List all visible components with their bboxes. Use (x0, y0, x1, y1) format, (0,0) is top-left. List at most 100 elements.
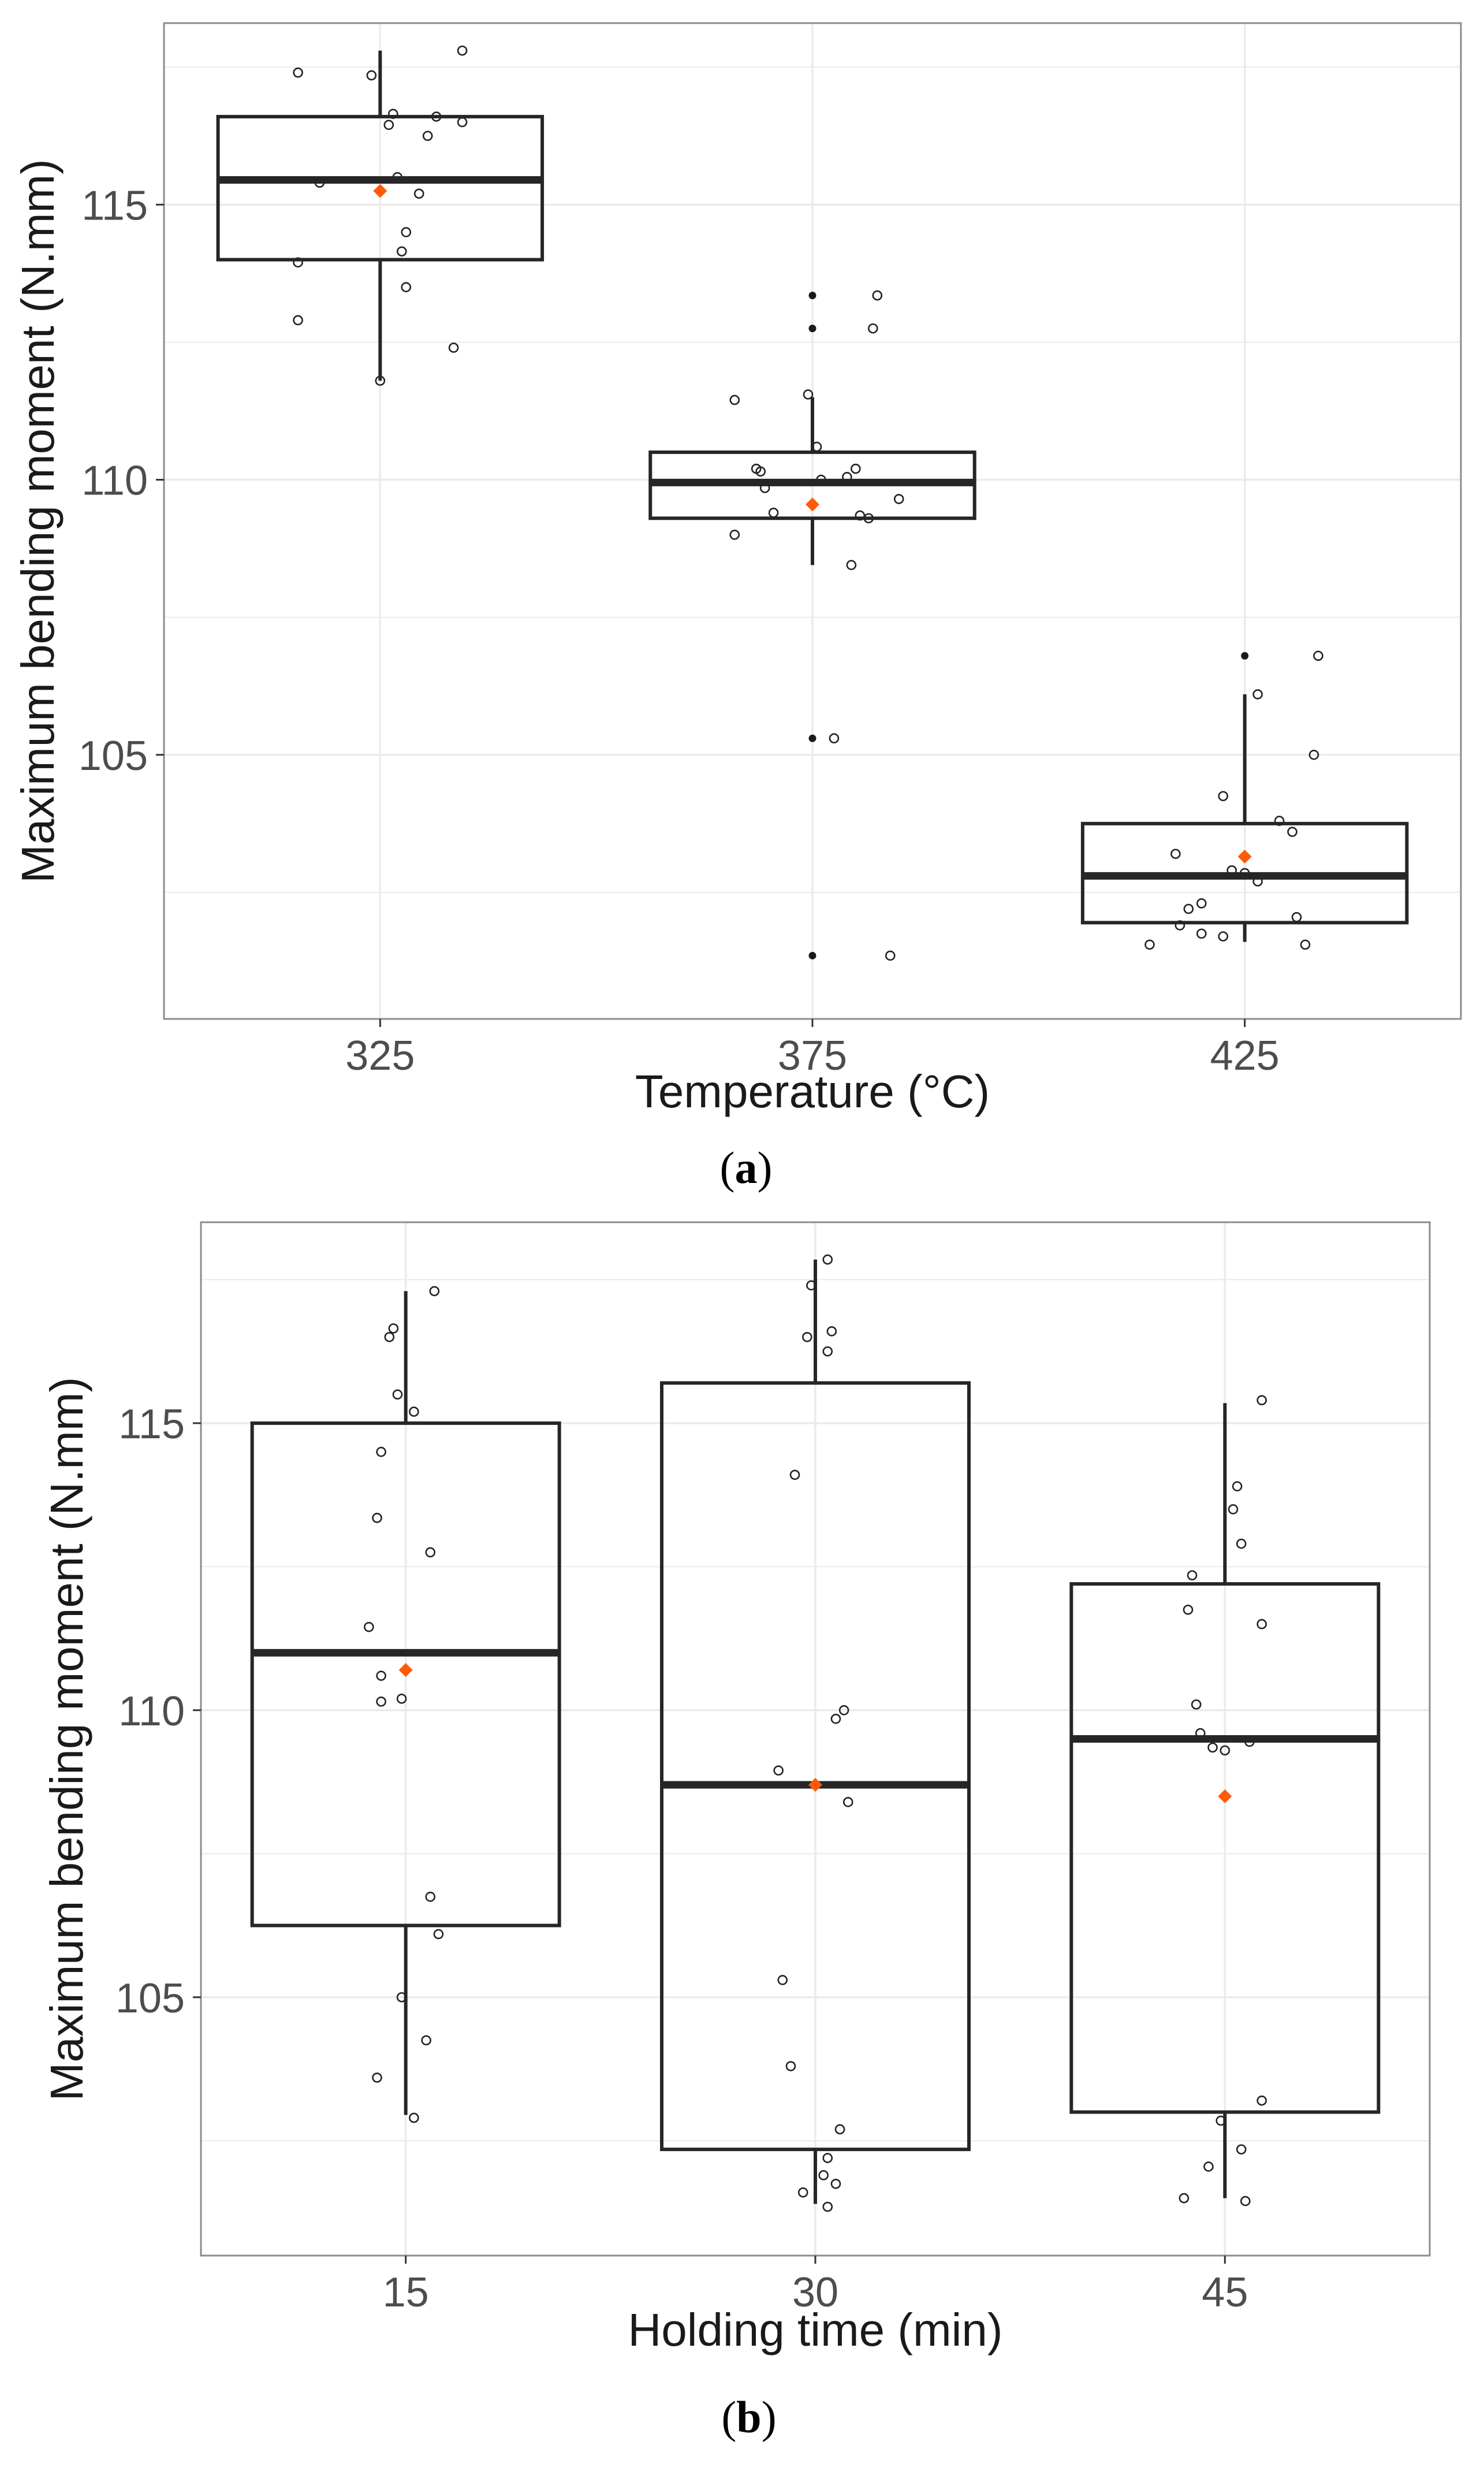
panel-label: (b) (721, 2392, 776, 2442)
mean-marker (1218, 1789, 1232, 1803)
data-point (777, 1975, 788, 1985)
x-tick-label: 15 (383, 2269, 429, 2316)
y-tick-label: 110 (118, 1688, 185, 1735)
data-point (1207, 1742, 1218, 1753)
data-point (1236, 2144, 1247, 2155)
data-point (1183, 1605, 1194, 1615)
data-point (388, 1323, 399, 1334)
data-point (1220, 1745, 1231, 1756)
box-375 (648, 291, 976, 959)
data-point (1170, 849, 1181, 859)
mean-marker (398, 1663, 413, 1677)
data-point (838, 1705, 849, 1716)
data-point (830, 1713, 841, 1724)
data-point (1287, 827, 1297, 837)
x-tick-label: 425 (1210, 1033, 1280, 1079)
data-point (834, 2124, 845, 2135)
x-tick-label: 325 (345, 1033, 415, 1079)
x-tick-label: 375 (778, 1033, 847, 1079)
data-point (364, 1621, 374, 1632)
data-point (1256, 2095, 1267, 2106)
data-point (1203, 2161, 1214, 2172)
box-body (250, 1421, 561, 1928)
data-point (822, 1346, 833, 1357)
y-tick-label: 105 (115, 1975, 185, 2022)
y-tick-label: 110 (81, 458, 148, 504)
data-point (293, 315, 303, 326)
data-point (797, 2187, 808, 2198)
data-point (293, 67, 303, 78)
x-axis-title: Holding time (min) (628, 2304, 1002, 2356)
mean-marker (373, 184, 387, 198)
panel-label-letter: b (736, 2392, 761, 2442)
data-point (1144, 939, 1155, 950)
data-point (893, 494, 904, 504)
data-point (448, 343, 459, 353)
box-30 (660, 1259, 971, 2204)
data-point (755, 466, 766, 477)
y-axis-title: Maximum bending moment (N.mm) (41, 1377, 92, 2101)
outlier-point (1241, 652, 1249, 660)
data-point (1256, 1618, 1267, 1629)
data-point (842, 1797, 853, 1807)
data-point (729, 395, 740, 405)
data-point (773, 1765, 784, 1776)
data-point (803, 389, 814, 400)
x-tick-label: 45 (1202, 2269, 1248, 2316)
data-point (396, 246, 407, 257)
data-point (1187, 1570, 1198, 1581)
mean-marker (806, 497, 819, 512)
data-point (383, 120, 394, 131)
data-point (1191, 1699, 1202, 1710)
outlier-point (808, 734, 816, 742)
data-point (396, 1694, 407, 1704)
data-point (1218, 791, 1229, 802)
data-point (1236, 1538, 1247, 1549)
data-point (401, 227, 412, 237)
panel-label-letter: a (735, 1143, 758, 1193)
data-point (830, 2178, 841, 2189)
data-point (372, 1513, 382, 1523)
data-point (366, 70, 377, 81)
box-body (1069, 1582, 1381, 2114)
x-tick-label: 30 (792, 2269, 838, 2316)
data-point (1300, 939, 1311, 950)
data-point (433, 1929, 444, 1940)
data-point (425, 1892, 436, 1902)
mean-marker (808, 1778, 822, 1792)
data-point (789, 1469, 800, 1480)
data-point (376, 1446, 386, 1457)
data-point (1252, 689, 1263, 699)
box-body (216, 114, 545, 262)
data-point (868, 323, 878, 334)
data-point (1183, 903, 1194, 914)
data-point (1256, 1395, 1267, 1405)
chart-a: 105 110 115 325 375 425 Temperature (°C) Maximu… (12, 22, 1462, 1193)
box-425 (1080, 652, 1409, 942)
data-point (401, 282, 412, 292)
data-point (829, 733, 840, 744)
data-point (851, 463, 861, 474)
data-point (409, 1406, 419, 1417)
data-point (729, 530, 740, 540)
y-tick-label: 105 (79, 733, 148, 779)
box-15 (250, 1291, 561, 2115)
data-point (826, 1326, 837, 1337)
data-point (422, 131, 433, 142)
data-point (785, 2061, 796, 2071)
y-tick-label: 115 (118, 1401, 185, 1448)
data-point (409, 2112, 419, 2123)
data-point (392, 1389, 403, 1400)
data-point (1232, 1481, 1243, 1491)
data-point (425, 1547, 436, 1558)
outlier-point (808, 291, 816, 299)
data-point (1196, 928, 1207, 939)
outlier-point (808, 325, 816, 333)
data-point (1228, 1504, 1239, 1515)
data-point (802, 1331, 812, 1342)
data-point (372, 2072, 382, 2083)
panel-label: (a) (720, 1143, 773, 1193)
data-point (885, 950, 896, 961)
mean-marker (1237, 850, 1252, 864)
